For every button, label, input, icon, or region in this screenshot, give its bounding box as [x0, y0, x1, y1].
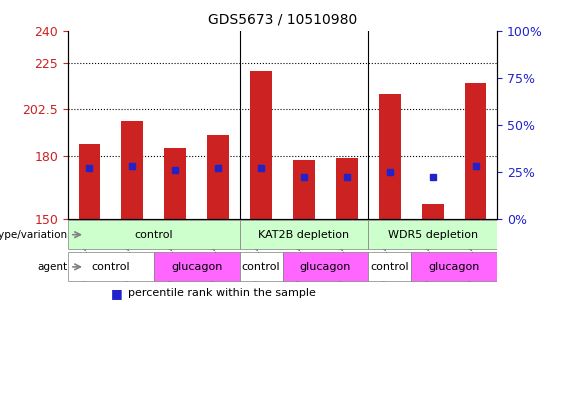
Text: GSM1146165: GSM1146165	[252, 221, 261, 281]
Text: glucagon: glucagon	[300, 262, 351, 272]
Bar	[379, 94, 401, 219]
Text: KAT2B depletion: KAT2B depletion	[258, 230, 350, 240]
Text: ■: ■	[111, 264, 123, 277]
Bar	[465, 83, 486, 219]
FancyBboxPatch shape	[68, 220, 240, 249]
Text: percentile rank within the sample: percentile rank within the sample	[128, 288, 316, 299]
Text: GSM1146167: GSM1146167	[338, 221, 347, 281]
Bar	[121, 121, 143, 219]
Text: GSM1146158: GSM1146158	[80, 221, 89, 281]
Bar	[164, 148, 186, 219]
FancyBboxPatch shape	[368, 220, 497, 249]
FancyBboxPatch shape	[240, 220, 368, 249]
Text: control: control	[371, 262, 409, 272]
Text: GSM1146163: GSM1146163	[424, 221, 433, 281]
Title: GDS5673 / 10510980: GDS5673 / 10510980	[208, 12, 357, 26]
Text: control: control	[134, 230, 173, 240]
Bar	[422, 204, 444, 219]
FancyBboxPatch shape	[154, 252, 240, 281]
Text: GSM1146159: GSM1146159	[123, 221, 132, 281]
Bar	[293, 160, 315, 219]
Text: control: control	[242, 262, 280, 272]
Text: control: control	[92, 262, 130, 272]
Bar	[250, 71, 272, 219]
Text: GSM1146160: GSM1146160	[166, 221, 175, 281]
Text: ■: ■	[111, 287, 123, 300]
FancyBboxPatch shape	[240, 252, 282, 281]
Bar	[207, 136, 229, 219]
Bar	[336, 158, 358, 219]
FancyBboxPatch shape	[368, 252, 411, 281]
Text: glucagon: glucagon	[171, 262, 222, 272]
Text: genotype/variation: genotype/variation	[0, 230, 68, 240]
Text: count: count	[128, 266, 159, 276]
Text: GSM1146164: GSM1146164	[467, 221, 476, 281]
Text: GSM1146162: GSM1146162	[381, 221, 390, 281]
Text: GSM1146161: GSM1146161	[209, 221, 218, 281]
FancyBboxPatch shape	[68, 252, 154, 281]
FancyBboxPatch shape	[282, 252, 368, 281]
Text: glucagon: glucagon	[429, 262, 480, 272]
FancyBboxPatch shape	[411, 252, 497, 281]
Text: WDR5 depletion: WDR5 depletion	[388, 230, 478, 240]
Text: agent: agent	[38, 262, 68, 272]
Bar	[79, 144, 100, 219]
Text: GSM1146166: GSM1146166	[295, 221, 304, 281]
